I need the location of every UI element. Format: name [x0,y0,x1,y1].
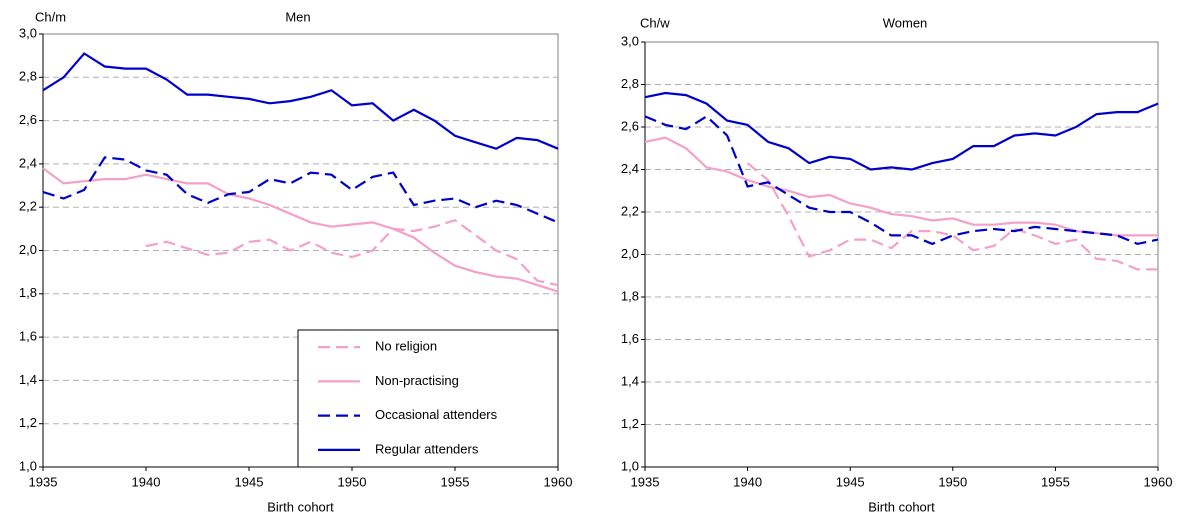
y-tick-label: 2,6 [621,118,639,133]
y-tick-label: 3,0 [621,33,639,48]
y-tick-label: 1,4 [19,372,37,387]
y-tick-label: 2,4 [19,155,37,170]
x-tick-label: 1955 [441,474,470,489]
y-tick-label: 1,6 [621,331,639,346]
series-line [644,91,1159,171]
series-line [42,167,559,293]
x-tick-label: 1945 [836,474,865,489]
x-axis-label: Birth cohort [868,499,935,514]
series-line [42,156,559,224]
y-tick-label: 2,2 [621,203,639,218]
y-tick-label: 2,8 [19,69,37,84]
legend-label: Regular attenders [375,441,479,456]
x-tick-label: 1960 [544,474,573,489]
y-tick-label: 1,8 [621,288,639,303]
series-line [145,218,559,287]
x-axis-label: Birth cohort [267,499,334,514]
y-tick-label: 2,6 [19,112,37,127]
y-tick-label: 2,0 [621,246,639,261]
y-tick-label: 2,0 [19,242,37,257]
y-tick-label: 1,0 [621,458,639,473]
x-tick-label: 1950 [338,474,367,489]
y-tick-label: 1,8 [19,285,37,300]
plot-area [644,41,1159,468]
chart-title: Women [883,15,928,30]
y-tick-label: 1,2 [19,415,37,430]
y-tick-label: 2,2 [19,199,37,214]
series-line [746,162,1158,271]
y-axis-label: Ch/w [640,15,670,30]
y-tick-label: 1,4 [621,373,639,388]
y-tick-label: 2,4 [621,161,639,176]
y-tick-label: 1,0 [19,458,37,473]
x-tick-label: 1940 [132,474,161,489]
legend-label: No religion [375,339,437,354]
y-tick-label: 1,6 [19,329,37,344]
x-tick-label: 1940 [733,474,762,489]
x-tick-label: 1935 [29,474,58,489]
series-line [644,115,1159,246]
series-line [42,52,559,150]
x-tick-label: 1960 [1144,474,1173,489]
legend-label: Occasional attenders [375,407,498,422]
y-axis-label: Ch/m [35,9,66,24]
y-tick-label: 1,2 [621,416,639,431]
chart-title: Men [285,9,310,24]
legend-label: Non-practising [375,373,459,388]
legend-box [297,329,559,468]
x-tick-label: 1935 [631,474,660,489]
x-tick-label: 1950 [938,474,967,489]
y-tick-label: 2,8 [621,76,639,91]
y-tick-label: 3,0 [19,25,37,40]
x-tick-label: 1955 [1041,474,1070,489]
x-tick-label: 1945 [235,474,264,489]
legend: No religion Non-practising Occasional atte… [297,329,559,468]
